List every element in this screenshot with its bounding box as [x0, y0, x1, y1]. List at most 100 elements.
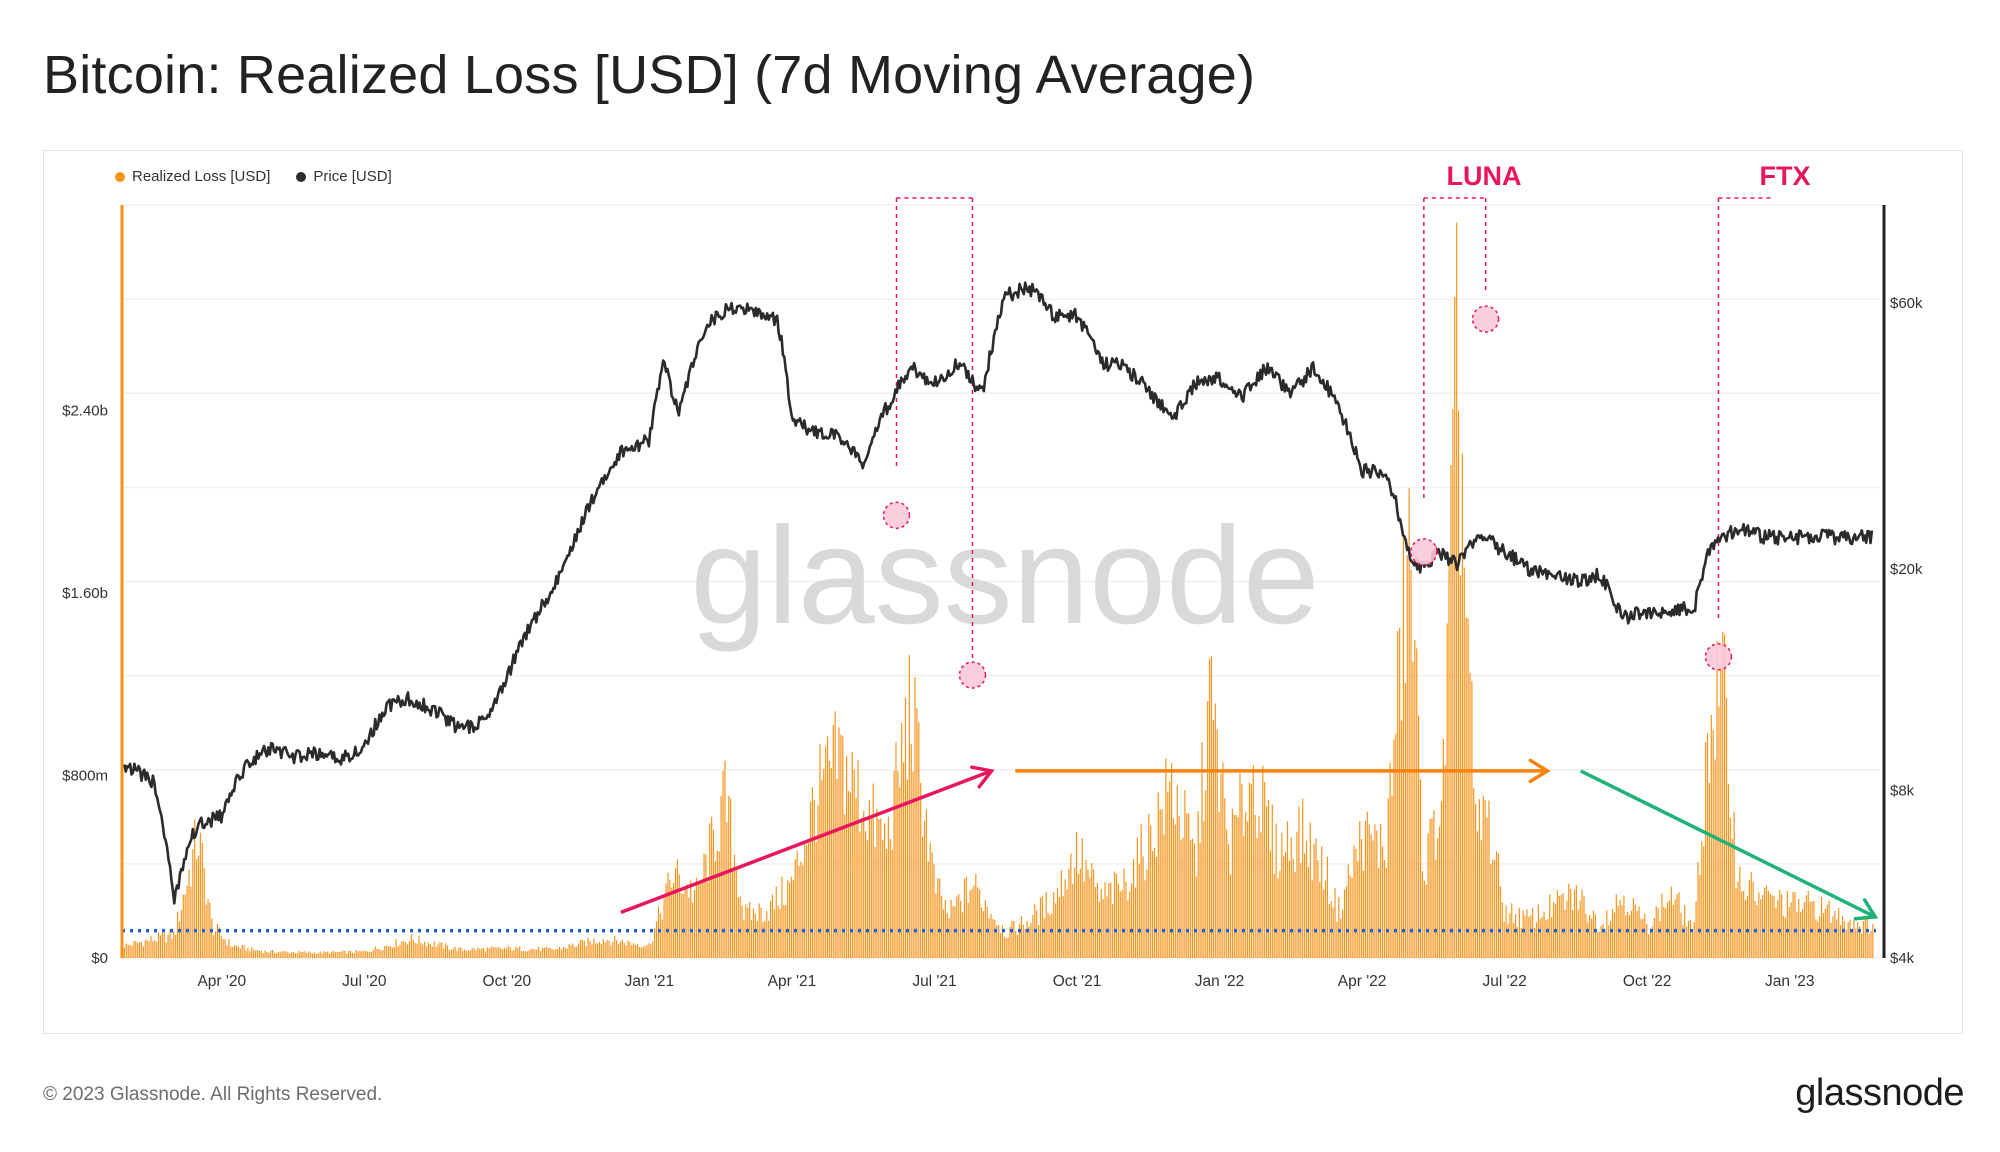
loss-bar	[939, 878, 941, 958]
loss-bar	[1819, 916, 1821, 958]
loss-bar	[1625, 915, 1627, 958]
loss-bar	[481, 948, 483, 958]
loss-bar	[209, 902, 211, 958]
loss-bar	[266, 952, 268, 958]
loss-bar	[693, 890, 696, 958]
loss-bar	[471, 948, 473, 958]
loss-bar	[597, 943, 599, 958]
legend-item-price[interactable]: Price [USD]	[296, 168, 392, 185]
loss-bar	[1290, 837, 1292, 958]
loss-bar	[1338, 896, 1340, 958]
loss-bar	[1437, 838, 1439, 958]
loss-bar	[1056, 888, 1059, 958]
loss-bar	[479, 949, 481, 958]
loss-bar	[178, 921, 181, 958]
loss-bar	[684, 885, 686, 958]
loss-bar	[665, 883, 667, 958]
loss-bar	[1264, 781, 1266, 958]
loss-bar	[1476, 831, 1479, 958]
loss-bar	[631, 944, 633, 958]
loss-bar	[1663, 906, 1665, 958]
loss-bar	[1495, 851, 1498, 958]
loss-bar	[1140, 823, 1142, 958]
loss-bar	[1758, 892, 1760, 958]
loss-bar	[825, 746, 827, 958]
loss-bar	[1486, 817, 1488, 958]
loss-bar	[1463, 567, 1465, 958]
loss-bar	[1832, 916, 1834, 958]
loss-bar	[1096, 882, 1099, 958]
loss-bar	[838, 727, 840, 958]
loss-bar	[133, 941, 135, 958]
loss-bar	[669, 879, 671, 958]
loss-bar	[1619, 899, 1621, 958]
loss-bar	[148, 941, 150, 958]
loss-bar	[1393, 739, 1395, 958]
loss-bar	[186, 885, 188, 958]
loss-bar	[920, 782, 922, 958]
loss-bar	[1473, 787, 1475, 958]
loss-bar	[399, 944, 401, 958]
loss-bar	[1585, 913, 1587, 958]
loss-bar	[1535, 922, 1538, 958]
loss-bar	[1383, 859, 1386, 958]
loss-bar	[1488, 800, 1490, 958]
loss-bar	[1438, 826, 1441, 958]
loss-bar	[1408, 488, 1410, 958]
loss-bar	[741, 905, 743, 958]
loss-bar	[941, 896, 943, 958]
loss-bar	[1269, 850, 1271, 958]
price-line	[123, 281, 1874, 905]
loss-bar	[1640, 919, 1642, 958]
loss-bar	[517, 948, 519, 958]
loss-bar	[249, 951, 251, 958]
loss-bar	[1323, 890, 1325, 958]
loss-bar	[492, 946, 494, 958]
loss-bar	[1053, 892, 1055, 958]
loss-bar	[1513, 922, 1515, 958]
loss-bar	[1630, 910, 1633, 958]
loss-bar	[359, 950, 361, 958]
brand-logo[interactable]: glassnode	[1795, 1072, 1964, 1114]
loss-bar	[1172, 818, 1175, 958]
loss-bar	[1765, 885, 1768, 958]
loss-bar	[1465, 617, 1467, 958]
loss-bar	[1184, 789, 1186, 958]
loss-bar	[937, 878, 939, 958]
loss-bar	[188, 869, 190, 958]
legend-item-realized-loss[interactable]: Realized Loss [USD]	[115, 168, 270, 185]
loss-bar	[1163, 834, 1165, 958]
loss-bar	[1587, 922, 1589, 958]
loss-bar	[473, 948, 475, 958]
loss-bar	[1077, 873, 1080, 958]
loss-bar	[1796, 911, 1798, 958]
right-tick-label: $60k	[1890, 295, 1923, 312]
loss-bar	[1792, 892, 1794, 958]
loss-bar	[1389, 762, 1391, 958]
loss-bar	[731, 869, 734, 958]
loss-bar	[1503, 921, 1505, 958]
loss-bar	[1594, 914, 1596, 958]
loss-bar	[1838, 908, 1840, 958]
loss-bar	[709, 823, 711, 958]
chart-legend: Realized Loss [USD] Price [USD]	[115, 168, 392, 185]
loss-bar	[990, 913, 992, 958]
loss-bar	[317, 953, 319, 958]
loss-bar	[1271, 804, 1273, 958]
loss-bar	[1604, 929, 1606, 958]
loss-bar	[175, 934, 177, 958]
loss-bar	[387, 946, 390, 958]
loss-bar	[1725, 697, 1728, 958]
loss-bar	[507, 946, 509, 958]
loss-bar	[895, 742, 897, 958]
loss-bar	[159, 935, 162, 958]
loss-bar	[996, 925, 998, 958]
loss-bar	[579, 939, 582, 958]
loss-bar	[1775, 907, 1777, 958]
loss-bar	[144, 940, 146, 958]
loss-bar	[1317, 860, 1319, 958]
loss-bar	[1072, 884, 1074, 958]
loss-bar	[256, 949, 258, 958]
loss-bar	[979, 889, 981, 958]
